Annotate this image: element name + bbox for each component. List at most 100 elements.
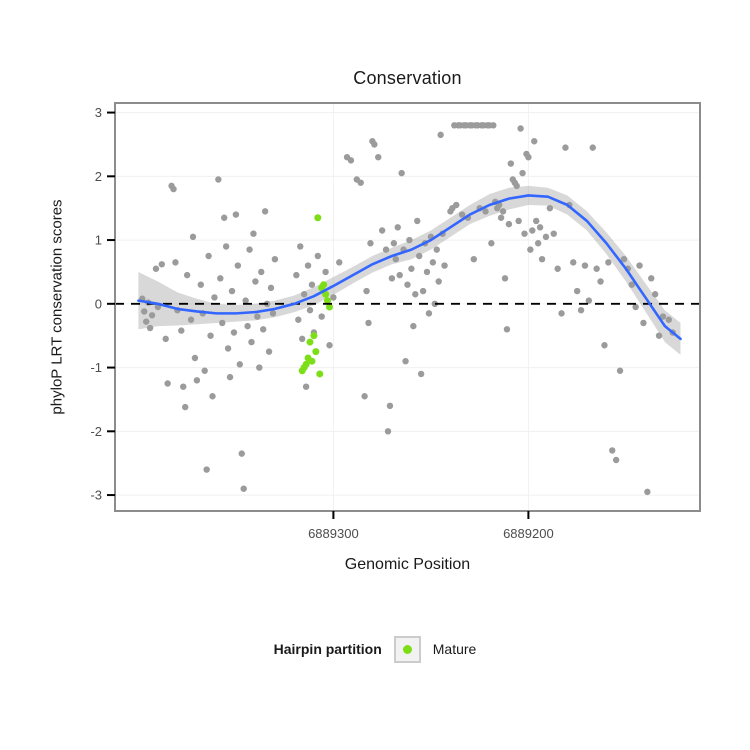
data-point xyxy=(197,281,204,288)
data-point xyxy=(172,259,179,266)
data-point xyxy=(390,240,398,247)
data-point xyxy=(651,291,659,298)
data-point xyxy=(361,393,368,400)
data-point xyxy=(148,312,156,319)
data-point xyxy=(589,144,596,151)
data-point xyxy=(550,230,557,237)
data-point xyxy=(314,252,321,260)
data-point xyxy=(320,281,328,289)
legend-key-box xyxy=(393,635,421,663)
data-point xyxy=(324,297,332,305)
data-point xyxy=(392,255,399,263)
data-point xyxy=(371,141,378,148)
y-tick-label: 2 xyxy=(95,169,102,184)
x-tick-label: 6889300 xyxy=(308,526,359,541)
other-positions-points xyxy=(139,122,676,496)
data-point xyxy=(525,153,532,161)
data-point xyxy=(298,367,306,375)
data-point xyxy=(414,217,421,225)
data-point xyxy=(322,290,330,298)
data-point xyxy=(386,402,394,410)
data-point xyxy=(398,169,405,177)
data-point xyxy=(501,275,509,282)
data-point xyxy=(437,131,444,139)
data-point xyxy=(230,329,238,336)
data-point xyxy=(406,236,413,244)
data-point xyxy=(431,300,438,308)
data-point xyxy=(533,217,540,225)
data-point xyxy=(180,383,187,390)
data-point xyxy=(187,316,195,323)
data-point xyxy=(221,214,228,221)
y-tick-label: 0 xyxy=(95,296,102,311)
data-point xyxy=(193,377,201,384)
data-point xyxy=(402,357,409,365)
data-point xyxy=(201,367,208,374)
legend: Hairpin partition Mature xyxy=(0,632,750,666)
data-point xyxy=(388,275,396,282)
data-point xyxy=(562,144,569,151)
data-point xyxy=(458,211,466,218)
data-point xyxy=(162,335,169,343)
data-point xyxy=(308,281,316,288)
data-point xyxy=(640,319,647,327)
y-tick-label: 3 xyxy=(95,105,102,120)
mature-points xyxy=(298,214,333,378)
data-point xyxy=(546,204,554,212)
data-point xyxy=(299,335,306,343)
plot-title: Conservation xyxy=(353,68,462,88)
data-point xyxy=(246,246,253,253)
plot-panel: 3 2 1 0 -1 -2 -3 6889300 6889200 xyxy=(90,102,701,541)
data-point xyxy=(593,265,600,272)
data-point xyxy=(310,332,318,340)
data-point xyxy=(585,297,593,304)
data-point xyxy=(581,262,589,269)
data-point xyxy=(648,275,655,282)
data-point xyxy=(326,342,333,349)
data-point xyxy=(521,230,528,237)
data-point xyxy=(244,322,251,330)
data-point xyxy=(258,268,265,276)
legend-title: Hairpin partition xyxy=(273,641,382,657)
data-point xyxy=(308,357,316,365)
data-point xyxy=(357,179,364,186)
data-point xyxy=(297,243,304,250)
data-point xyxy=(164,380,171,387)
data-point xyxy=(570,259,577,266)
data-point xyxy=(577,306,585,314)
data-point xyxy=(558,310,565,317)
data-point xyxy=(271,255,279,263)
data-point xyxy=(203,466,210,473)
data-point xyxy=(404,281,411,288)
data-point xyxy=(408,265,415,272)
panel-border xyxy=(114,102,701,512)
data-point xyxy=(248,338,255,346)
x-tick-label: 6889200 xyxy=(503,526,554,541)
data-point xyxy=(261,208,269,215)
data-point xyxy=(183,271,191,279)
data-point xyxy=(628,281,635,288)
data-point xyxy=(417,370,425,378)
data-point xyxy=(363,287,370,295)
data-point xyxy=(453,201,460,209)
data-point xyxy=(382,246,390,253)
data-point xyxy=(256,364,263,371)
data-point xyxy=(423,268,431,276)
data-point xyxy=(347,157,355,164)
data-point xyxy=(410,322,417,330)
data-point xyxy=(207,332,214,339)
data-point xyxy=(620,255,628,263)
data-point xyxy=(189,233,197,241)
y-tick-label: -1 xyxy=(90,360,102,375)
y-tick-label: -3 xyxy=(90,488,102,503)
data-point xyxy=(265,348,273,355)
data-point xyxy=(601,342,608,349)
data-point xyxy=(659,313,667,320)
data-point xyxy=(531,138,538,145)
data-point xyxy=(616,367,624,374)
data-point xyxy=(312,348,320,356)
data-point xyxy=(384,428,392,435)
data-point xyxy=(554,265,561,272)
data-point xyxy=(228,287,236,295)
